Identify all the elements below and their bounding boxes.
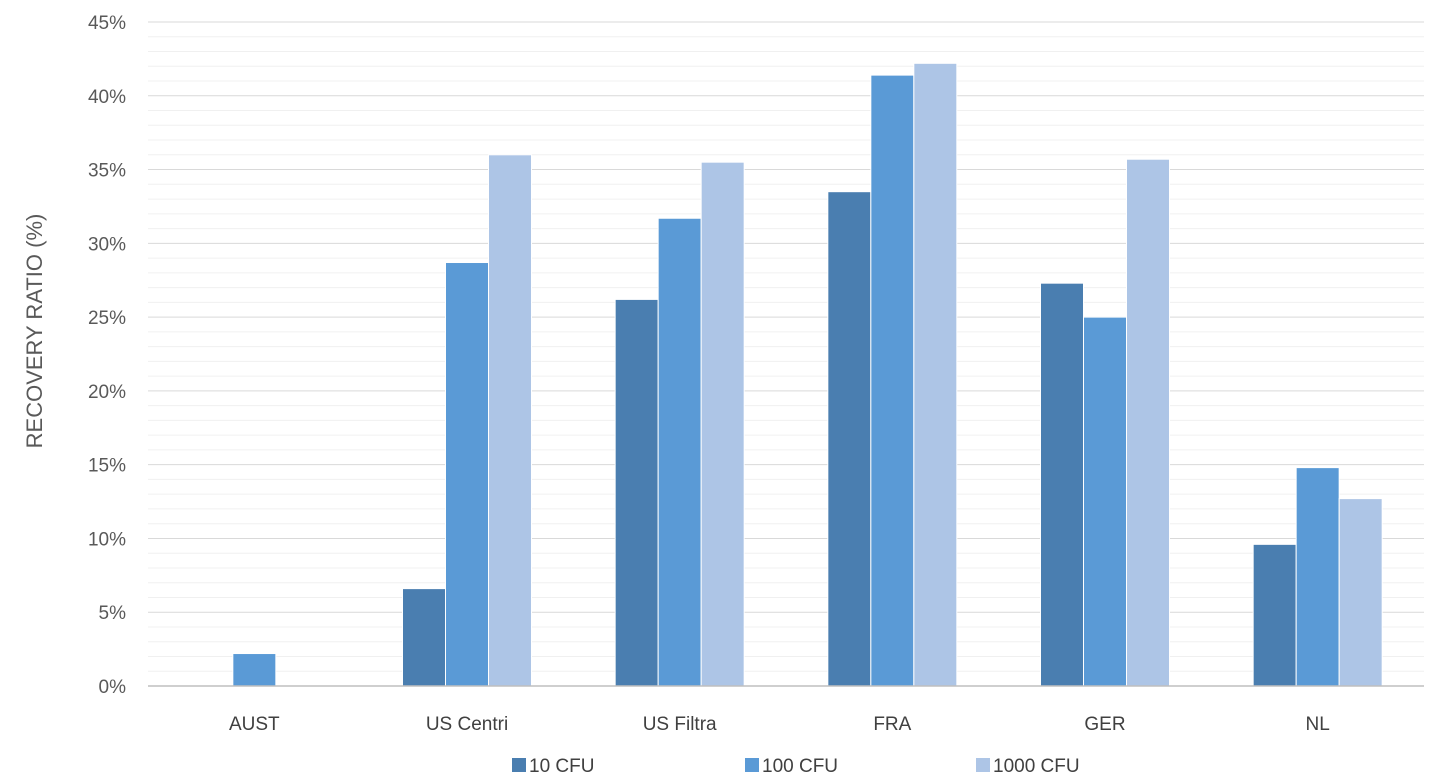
y-axis-title: RECOVERY RATIO (%) (22, 214, 47, 449)
bar-nl-10-cfu (1252, 543, 1297, 687)
y-tick-label: 25% (88, 308, 126, 329)
legend: 10 CFU 100 CFU 1000 CFU (512, 756, 1080, 776)
bar-aust-100-cfu (232, 653, 277, 687)
legend-swatch (745, 758, 759, 772)
bar-us-centri-100-cfu (445, 262, 489, 687)
bar-nl-1000-cfu (1338, 498, 1383, 687)
bar-ger-100-cfu (1083, 316, 1127, 687)
x-category-label: AUST (229, 714, 280, 735)
legend-label: 10 CFU (529, 756, 594, 776)
y-tick-label: 20% (88, 382, 126, 403)
y-tick-label: 45% (88, 13, 126, 34)
bar-ger-1000-cfu (1126, 158, 1170, 687)
bar-fra-1000-cfu (913, 62, 958, 687)
bar-fra-10-cfu (827, 191, 872, 687)
x-category-label: US Filtra (643, 714, 717, 735)
y-tick-label: 30% (88, 234, 126, 255)
minor-gridlines (148, 36, 1424, 672)
x-category-label: NL (1306, 714, 1330, 735)
x-category-label: GER (1084, 714, 1125, 735)
legend-item: 100 CFU (745, 756, 838, 776)
x-category-label: FRA (873, 714, 911, 735)
bar-us-centri-1000-cfu (488, 154, 532, 687)
bar-fra-100-cfu (870, 74, 915, 687)
legend-swatch (976, 758, 990, 772)
bar-ger-10-cfu (1040, 282, 1084, 687)
y-tick-label: 5% (99, 603, 127, 624)
x-axis-category-labels: AUST US Centri US Filtra FRA GER NL (229, 714, 1330, 735)
legend-item: 1000 CFU (976, 756, 1080, 776)
legend-swatch (512, 758, 526, 772)
bar-us-filtra-1000-cfu (700, 161, 745, 687)
legend-label: 1000 CFU (993, 756, 1080, 776)
bars (232, 62, 1383, 687)
legend-item: 10 CFU (512, 756, 594, 776)
bar-us-filtra-10-cfu (614, 298, 659, 687)
x-category-label: US Centri (426, 714, 508, 735)
legend-label: 100 CFU (762, 756, 838, 776)
y-tick-label: 10% (88, 529, 126, 550)
y-tick-label: 35% (88, 161, 126, 182)
bar-us-centri-10-cfu (402, 588, 446, 687)
y-tick-label: 40% (88, 87, 126, 108)
y-axis-tick-labels: 0% 5% 10% 15% 20% 25% 30% 35% 40% 45% (88, 13, 126, 698)
major-gridlines (148, 21, 1424, 613)
y-tick-label: 0% (99, 677, 127, 698)
bar-us-filtra-100-cfu (657, 217, 702, 687)
y-tick-label: 15% (88, 456, 126, 477)
bar-nl-100-cfu (1295, 467, 1340, 687)
